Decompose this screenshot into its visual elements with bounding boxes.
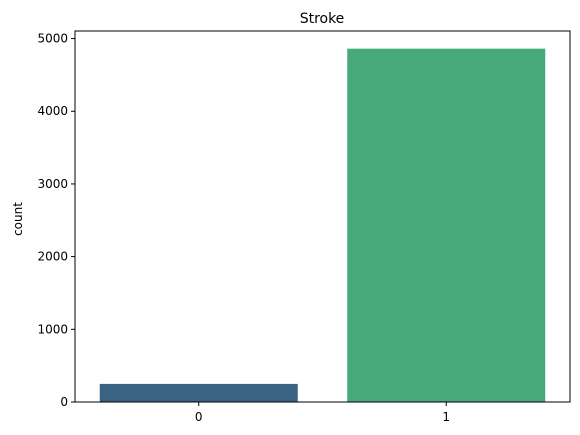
y-tick-label: 5000 (37, 32, 68, 46)
bars-group (99, 48, 546, 402)
bar-1 (347, 48, 546, 402)
y-axis-label: count (11, 202, 25, 236)
y-tick-label: 3000 (37, 177, 68, 191)
y-tick-label: 1000 (37, 322, 68, 336)
chart-title: Stroke (300, 11, 345, 27)
y-tick-label: 2000 (37, 250, 68, 264)
y-tick-label: 0 (60, 395, 68, 409)
y-tick-label: 4000 (37, 104, 68, 118)
axes-frame (74, 30, 571, 403)
bar-0 (99, 383, 298, 402)
y-ticks-group: 0 1000 2000 3000 4000 5000 (37, 32, 75, 409)
plot-frame (74, 30, 571, 403)
x-tick-label: 1 (442, 410, 450, 424)
x-tick-label: 0 (195, 410, 203, 424)
